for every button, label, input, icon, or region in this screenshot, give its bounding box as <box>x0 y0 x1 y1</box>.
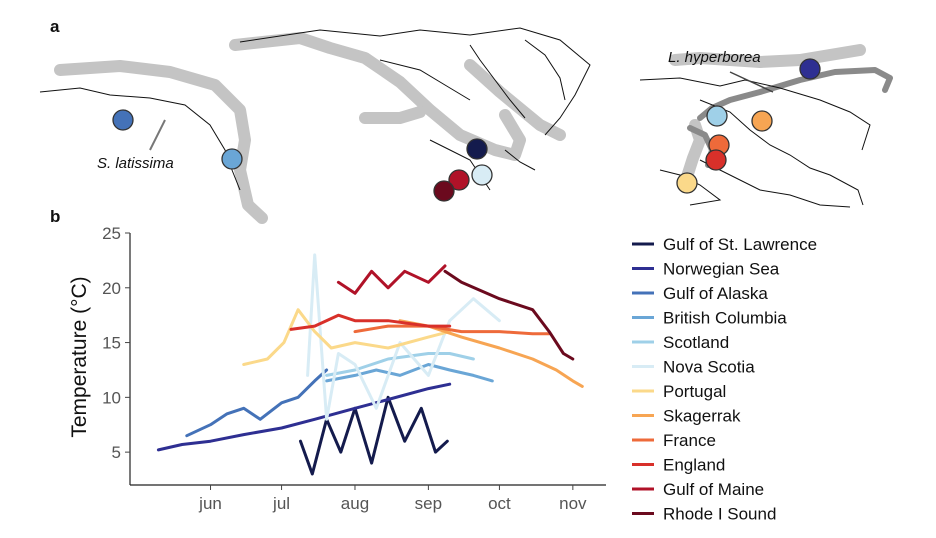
y-tick-label: 10 <box>102 388 121 407</box>
panel-label-b: b <box>50 207 60 226</box>
legend-label-gulf-of-alaska: Gulf of Alaska <box>663 284 768 303</box>
site-marker-england <box>705 149 727 171</box>
panel-label-a: a <box>50 17 60 36</box>
y-tick-label: 15 <box>102 334 121 353</box>
site-marker-british-columbia <box>221 148 243 170</box>
legend-label-gulf-of-maine: Gulf of Maine <box>663 480 764 499</box>
legend-label-portugal: Portugal <box>663 382 726 401</box>
legend-label-scotland: Scotland <box>663 333 729 352</box>
y-axis-title: Temperature (°C) <box>68 276 91 437</box>
latissima-leader <box>149 119 166 151</box>
y-tick-label: 20 <box>102 279 121 298</box>
chart-panel: b Temperature (°C) 5 10 15 20 25 jun jul aug se… <box>50 207 817 524</box>
species-label-hyperborea: L. hyperborea <box>668 49 761 66</box>
x-tick-label: sep <box>415 494 442 513</box>
series-line-france <box>353 324 551 336</box>
series-line-gulf-of-maine <box>336 264 447 295</box>
species-range-latissima <box>54 32 866 224</box>
series-line-norwegian-sea <box>156 382 452 452</box>
series-line-portugal <box>242 308 452 366</box>
series-line-scotland <box>325 352 475 377</box>
series-line-rhode-i-sound <box>443 269 575 361</box>
legend-label-norwegian-sea: Norwegian Sea <box>663 260 780 279</box>
x-tick-label: jul <box>272 494 290 513</box>
legend: Gulf of St. Lawrence Norwegian Sea Gulf of… <box>632 235 817 524</box>
site-marker-portugal <box>676 172 698 194</box>
x-tick-label: jun <box>198 494 222 513</box>
x-tick-label: nov <box>559 494 587 513</box>
site-marker-rhode-i-sound <box>433 180 455 202</box>
site-marker-skagerrak <box>751 110 773 132</box>
site-marker-scotland <box>706 105 728 127</box>
x-tick-label: aug <box>341 494 369 513</box>
legend-label-france: France <box>663 431 716 450</box>
x-tick-label: oct <box>488 494 511 513</box>
hyperborea-leader <box>729 71 774 93</box>
site-marker-gulf-of-st-lawrence <box>466 138 488 160</box>
series-line-gulf-of-alaska <box>185 368 329 438</box>
site-marker-norwegian-sea <box>799 58 821 80</box>
series-line-nova-scotia <box>306 253 501 421</box>
legend-label-rhode-i-sound: Rhode I Sound <box>663 505 776 524</box>
site-marker-gulf-of-alaska <box>112 109 134 131</box>
y-axis: 5 10 15 20 25 <box>102 224 131 485</box>
legend-label-gulf-of-st-lawrence: Gulf of St. Lawrence <box>663 235 817 254</box>
series-line-england <box>289 313 452 331</box>
site-markers <box>112 58 821 202</box>
legend-label-british-columbia: British Columbia <box>663 309 787 328</box>
site-marker-gulf-of-maine <box>448 169 470 191</box>
x-axis: jun jul aug sep oct nov <box>130 484 606 513</box>
legend-label-skagerrak: Skagerrak <box>663 407 741 426</box>
legend-label-nova-scotia: Nova Scotia <box>663 358 755 377</box>
map-panel: a S. <box>39 17 893 224</box>
legend-label-england: England <box>663 456 725 475</box>
y-tick-label: 25 <box>102 224 121 243</box>
plot-area <box>156 253 584 476</box>
y-tick-label: 5 <box>112 443 121 462</box>
site-marker-nova-scotia <box>471 164 493 186</box>
series-line-gulf-of-st-lawrence <box>299 395 449 476</box>
species-label-latissima: S. latissima <box>97 155 174 172</box>
series-line-british-columbia <box>325 363 494 383</box>
